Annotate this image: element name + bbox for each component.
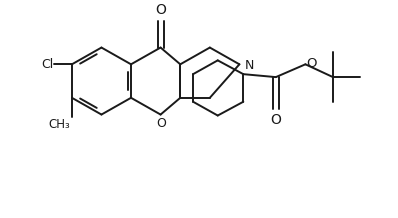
Text: O: O xyxy=(306,57,317,70)
Text: N: N xyxy=(244,59,254,72)
Text: O: O xyxy=(157,117,166,129)
Text: O: O xyxy=(155,3,166,17)
Text: CH₃: CH₃ xyxy=(48,119,70,131)
Text: O: O xyxy=(270,112,281,127)
Text: Cl: Cl xyxy=(41,58,53,71)
